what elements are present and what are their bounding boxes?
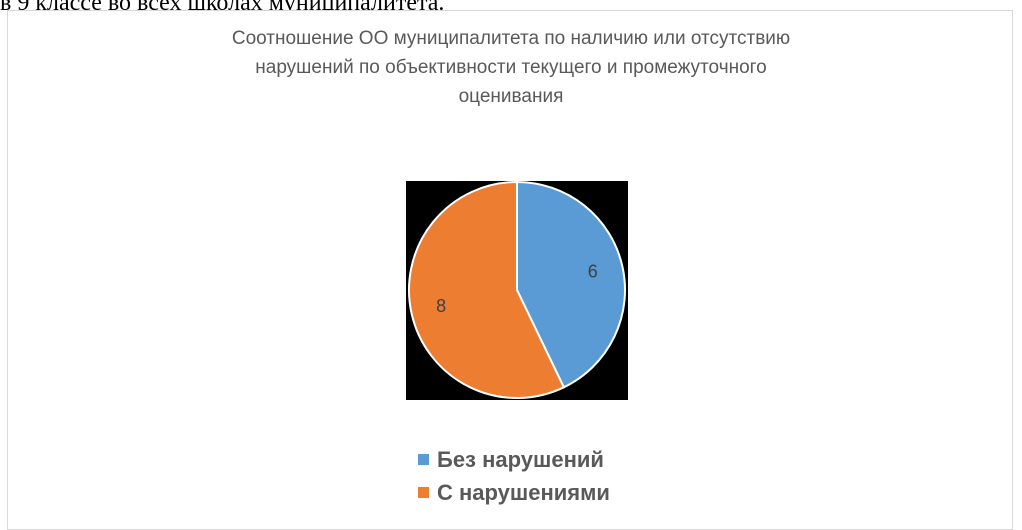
- chart-title: Соотношение ОО муниципалитета по наличию…: [0, 24, 1022, 111]
- legend: Без нарушений С нарушениями: [418, 443, 610, 509]
- legend-swatch-s-narusheniyami: [418, 487, 429, 498]
- chart-title-line-2: нарушений по объективности текущего и пр…: [255, 57, 767, 78]
- pie-slice-1: [408, 181, 566, 399]
- legend-swatch-bez-narusheniy: [418, 454, 429, 465]
- legend-item-s-narusheniyami: С нарушениями: [418, 476, 610, 509]
- chart-title-line-1: Соотношение ОО муниципалитета по наличию…: [231, 28, 791, 49]
- legend-item-bez-narusheniy: Без нарушений: [418, 443, 610, 476]
- legend-label-s-narusheniyami: С нарушениями: [437, 479, 610, 505]
- chart-title-line-3: оценивания: [458, 86, 564, 107]
- pie-slice-0: [516, 181, 626, 389]
- pie-chart: 68: [408, 181, 626, 399]
- pie-data-label-0: 6: [588, 261, 598, 281]
- pie-data-label-1: 8: [436, 296, 446, 316]
- legend-label-bez-narusheniy: Без нарушений: [437, 446, 604, 472]
